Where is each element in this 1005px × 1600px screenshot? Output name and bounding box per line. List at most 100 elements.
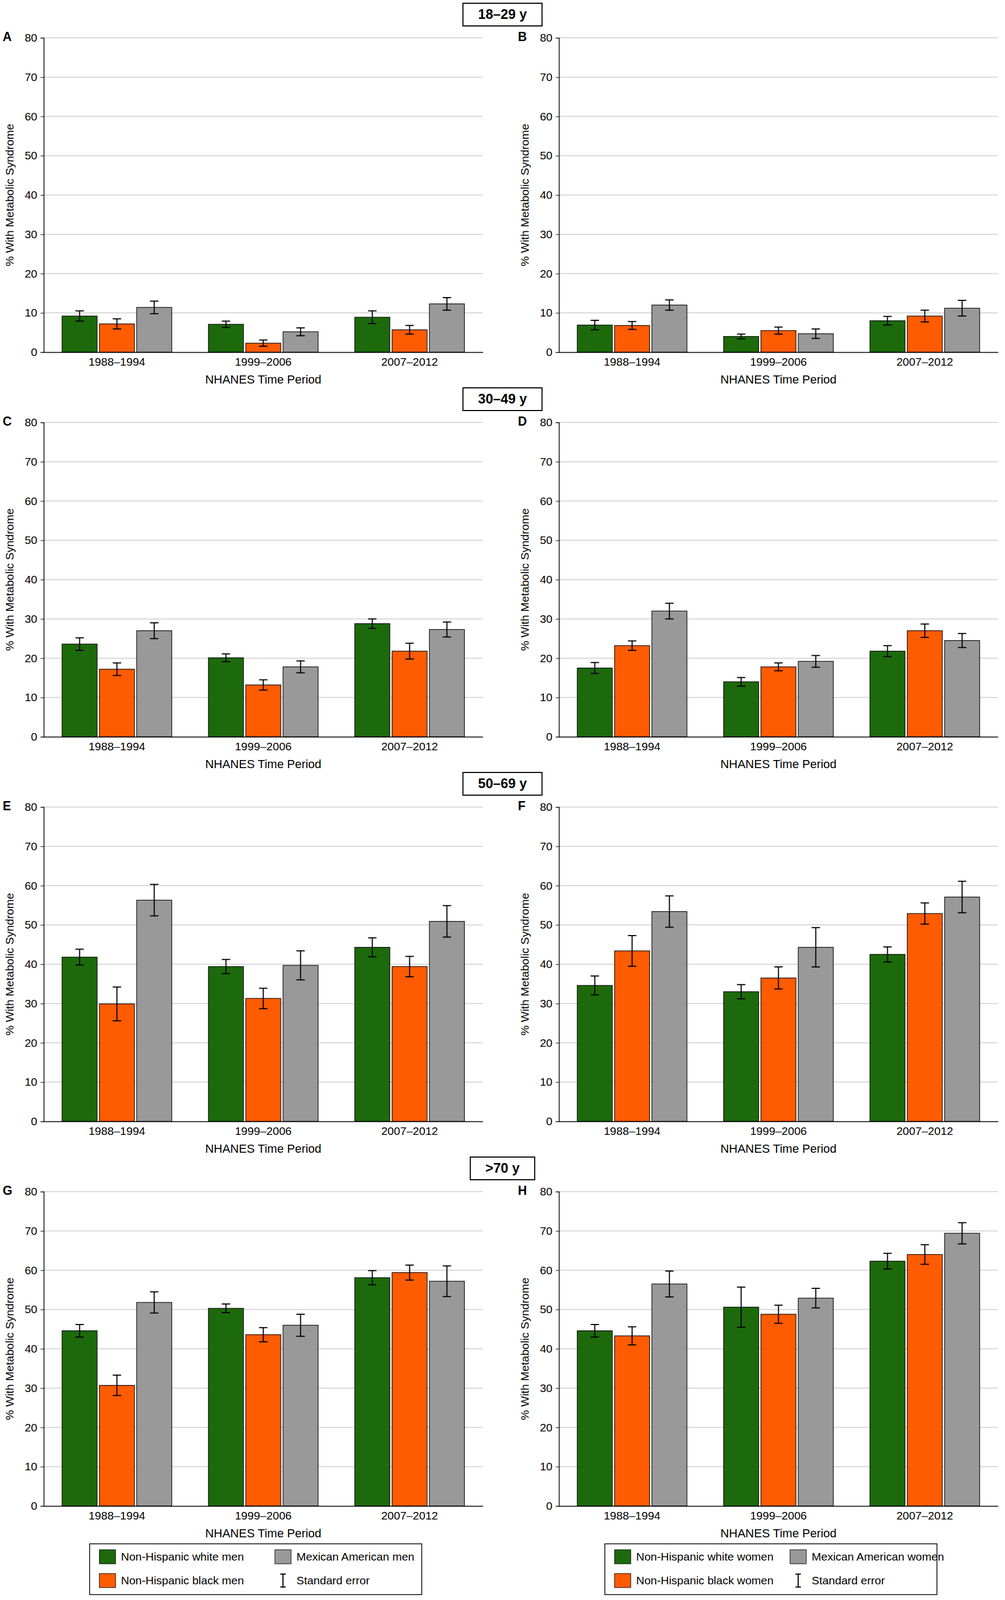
bar (651, 1283, 687, 1506)
error-bar (442, 297, 452, 310)
legend-swatch (274, 1549, 292, 1564)
legend-item: Non-Hispanic black women (614, 1573, 774, 1588)
legend-item: Non-Hispanic white men (99, 1549, 245, 1564)
error-bar (112, 318, 122, 329)
y-tick: 80 (24, 31, 44, 44)
y-tick: 10 (540, 690, 559, 704)
grid-line (558, 540, 998, 542)
grid-line (43, 1190, 483, 1192)
bar (99, 669, 135, 737)
bar (869, 1260, 906, 1506)
x-tick: 1988–1994 (88, 1508, 146, 1522)
y-axis-title: % With Metabolic Syndrome (518, 892, 531, 1036)
bar (577, 668, 613, 737)
y-tick-mark (40, 37, 44, 39)
legend-item: Standard error (280, 1573, 370, 1587)
y-axis-line (555, 422, 560, 738)
series (99, 1264, 428, 1506)
grid-line (43, 461, 483, 463)
grid-line (43, 1230, 483, 1232)
y-tick-label: 70 (24, 455, 38, 468)
y-tick-mark (555, 312, 559, 314)
grid-line (43, 233, 483, 235)
y-tick-label: 70 (24, 1224, 38, 1237)
bar (907, 913, 943, 1122)
y-axis: 01020304050607080 (24, 415, 45, 743)
bar (760, 977, 797, 1122)
y-tick-mark (555, 658, 559, 659)
y-tick: 20 (540, 1036, 559, 1049)
bar (614, 950, 650, 1122)
y-tick-mark (555, 501, 559, 502)
y-tick: 40 (540, 188, 559, 201)
grid-line (43, 155, 483, 157)
y-tick-mark (40, 1230, 44, 1232)
y-tick-label: 80 (24, 31, 38, 44)
grid-line (43, 76, 483, 78)
y-tick-mark (40, 658, 44, 659)
y-tick-mark (555, 352, 559, 353)
grid-line (43, 116, 483, 118)
grid-line (558, 116, 998, 118)
grid-line (558, 461, 998, 463)
plot-area (577, 1222, 980, 1506)
x-tick: 2007–2012 (381, 739, 438, 753)
y-tick-label: 50 (540, 1302, 553, 1315)
y-tick: 40 (24, 957, 44, 970)
bar (429, 304, 465, 353)
y-tick-mark (555, 1505, 559, 1507)
y-tick: 20 (24, 1420, 44, 1434)
error-bar (150, 622, 159, 639)
y-tick-mark (40, 1466, 44, 1467)
bar (651, 305, 687, 353)
y-tick-label: 20 (24, 1036, 38, 1049)
y-tick-label: 70 (540, 839, 553, 853)
x-tick-label: 1988–1994 (603, 1508, 661, 1522)
series (651, 603, 980, 737)
y-tick: 0 (545, 1499, 559, 1512)
x-tick-label: 1999–2006 (234, 739, 292, 753)
error-bar (920, 309, 930, 322)
panel: 010203040506070801988–19941999–20062007–… (2, 1183, 484, 1540)
error-bar (920, 623, 930, 638)
series (136, 622, 465, 737)
y-tick: 70 (24, 70, 44, 84)
y-tick-mark (40, 194, 44, 196)
bar (392, 966, 428, 1122)
y-tick-mark (40, 1003, 44, 1004)
y-tick: 10 (24, 1075, 44, 1088)
y-tick-mark (555, 422, 559, 423)
legend-label: Standard error (811, 1573, 885, 1587)
y-tick-label: 70 (540, 70, 553, 84)
y-tick-mark (40, 1348, 44, 1350)
error-bar (774, 1304, 784, 1323)
y-tick-mark (40, 579, 44, 580)
x-tick: 1999–2006 (234, 1508, 292, 1522)
y-tick: 10 (24, 690, 44, 704)
bar (392, 650, 428, 737)
series (62, 311, 390, 353)
x-axis-line (44, 352, 484, 354)
legend-swatch (99, 1549, 116, 1564)
x-axis-title: NHANES Time Period (720, 1526, 837, 1540)
y-tick-label: 60 (24, 494, 38, 508)
y-tick-label: 20 (540, 1420, 553, 1434)
y-tick-label: 0 (545, 1499, 553, 1512)
x-tick: 2007–2012 (381, 1124, 438, 1137)
x-tick: 1999–2006 (234, 355, 292, 368)
error-bar (405, 325, 415, 335)
error-bar (368, 937, 377, 957)
y-tick-label: 30 (24, 227, 38, 241)
grid-line (558, 37, 998, 39)
y-tick-label: 20 (24, 1420, 38, 1434)
y-tick-mark (555, 1427, 559, 1428)
grid-line (43, 37, 483, 39)
y-tick-mark (40, 924, 44, 926)
bar (614, 645, 650, 737)
y-tick: 20 (24, 651, 44, 665)
y-tick-mark (40, 234, 44, 235)
x-tick: 1999–2006 (234, 739, 292, 753)
panel-label: H (517, 1183, 528, 1198)
x-axis: 1988–19941999–20062007–2012 (44, 1506, 484, 1522)
y-axis-title: % With Metabolic Syndrome (518, 508, 531, 651)
